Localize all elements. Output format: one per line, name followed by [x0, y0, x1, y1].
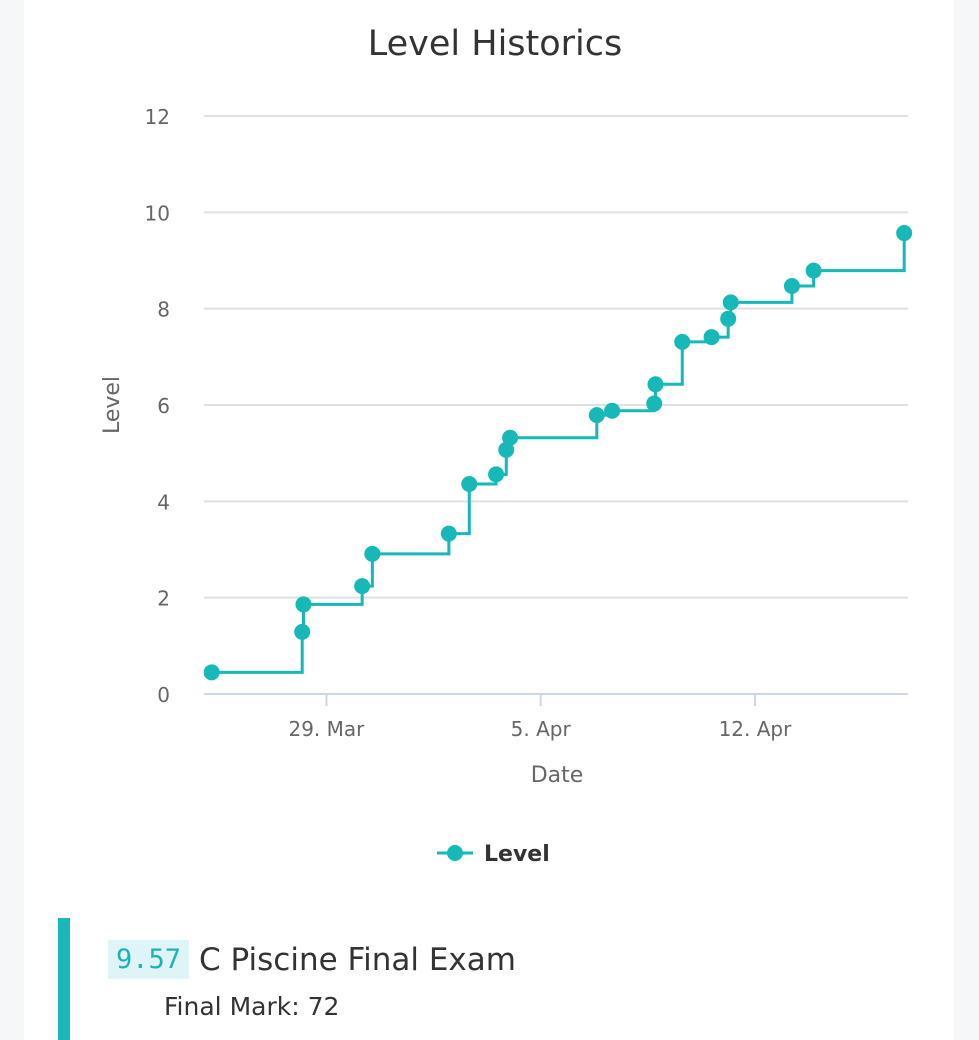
data-point[interactable]	[498, 441, 515, 458]
y-tick-label: 4	[157, 490, 170, 514]
event-accent-bar	[58, 918, 70, 1040]
data-point[interactable]	[646, 395, 663, 412]
data-point[interactable]	[896, 225, 913, 242]
y-tick-label: 10	[145, 201, 170, 225]
data-point[interactable]	[354, 578, 371, 595]
series-line-level	[211, 233, 906, 674]
data-point[interactable]	[488, 466, 505, 483]
data-point[interactable]	[722, 294, 739, 311]
legend-marker	[447, 845, 463, 861]
data-point[interactable]	[703, 329, 720, 346]
x-tick-label: 29. Mar	[288, 717, 365, 741]
level-chart: Level Historics 0 2 4 6 8 10 12 29. Mar 5. Apr 1…	[100, 24, 913, 867]
data-point[interactable]	[440, 525, 457, 542]
data-point[interactable]	[461, 475, 478, 492]
data-point[interactable]	[295, 596, 312, 613]
y-axis: 0 2 4 6 8 10 12	[145, 105, 170, 707]
grid	[204, 115, 908, 599]
legend[interactable]: Level	[437, 842, 550, 867]
project-event: 9.57 C Piscine Final Exam Final Mark: 72	[58, 918, 938, 1040]
data-point[interactable]	[364, 545, 381, 562]
legend-label-level: Level	[484, 842, 550, 867]
x-axis-title: Date	[531, 763, 584, 788]
chart-title: Level Historics	[368, 24, 623, 64]
data-point[interactable]	[203, 664, 220, 681]
x-tick-label: 12. Apr	[719, 717, 793, 741]
data-point[interactable]	[294, 623, 311, 640]
data-point[interactable]	[805, 262, 822, 279]
event-level-badge: 9.57	[108, 940, 190, 979]
x-axis: 29. Mar 5. Apr 12. Apr	[204, 693, 908, 741]
data-point[interactable]	[647, 376, 664, 393]
series-points	[203, 225, 913, 681]
y-tick-label: 2	[157, 587, 170, 611]
data-point[interactable]	[502, 429, 519, 446]
y-tick-label: 8	[157, 298, 170, 322]
y-tick-label: 0	[157, 683, 170, 707]
event-final-mark: Final Mark: 72	[164, 992, 340, 1021]
data-point[interactable]	[604, 402, 621, 419]
data-point[interactable]	[720, 310, 737, 327]
y-tick-label: 12	[145, 105, 170, 129]
data-point[interactable]	[588, 407, 605, 424]
event-header: 9.57 C Piscine Final Exam	[108, 940, 516, 979]
chart-panel	[24, 0, 954, 1040]
data-point[interactable]	[783, 278, 800, 295]
event-title[interactable]: C Piscine Final Exam	[199, 941, 516, 978]
data-point[interactable]	[674, 333, 691, 350]
x-tick-label: 5. Apr	[511, 717, 572, 741]
y-tick-label: 6	[157, 394, 170, 418]
y-axis-title: Level	[100, 376, 125, 434]
